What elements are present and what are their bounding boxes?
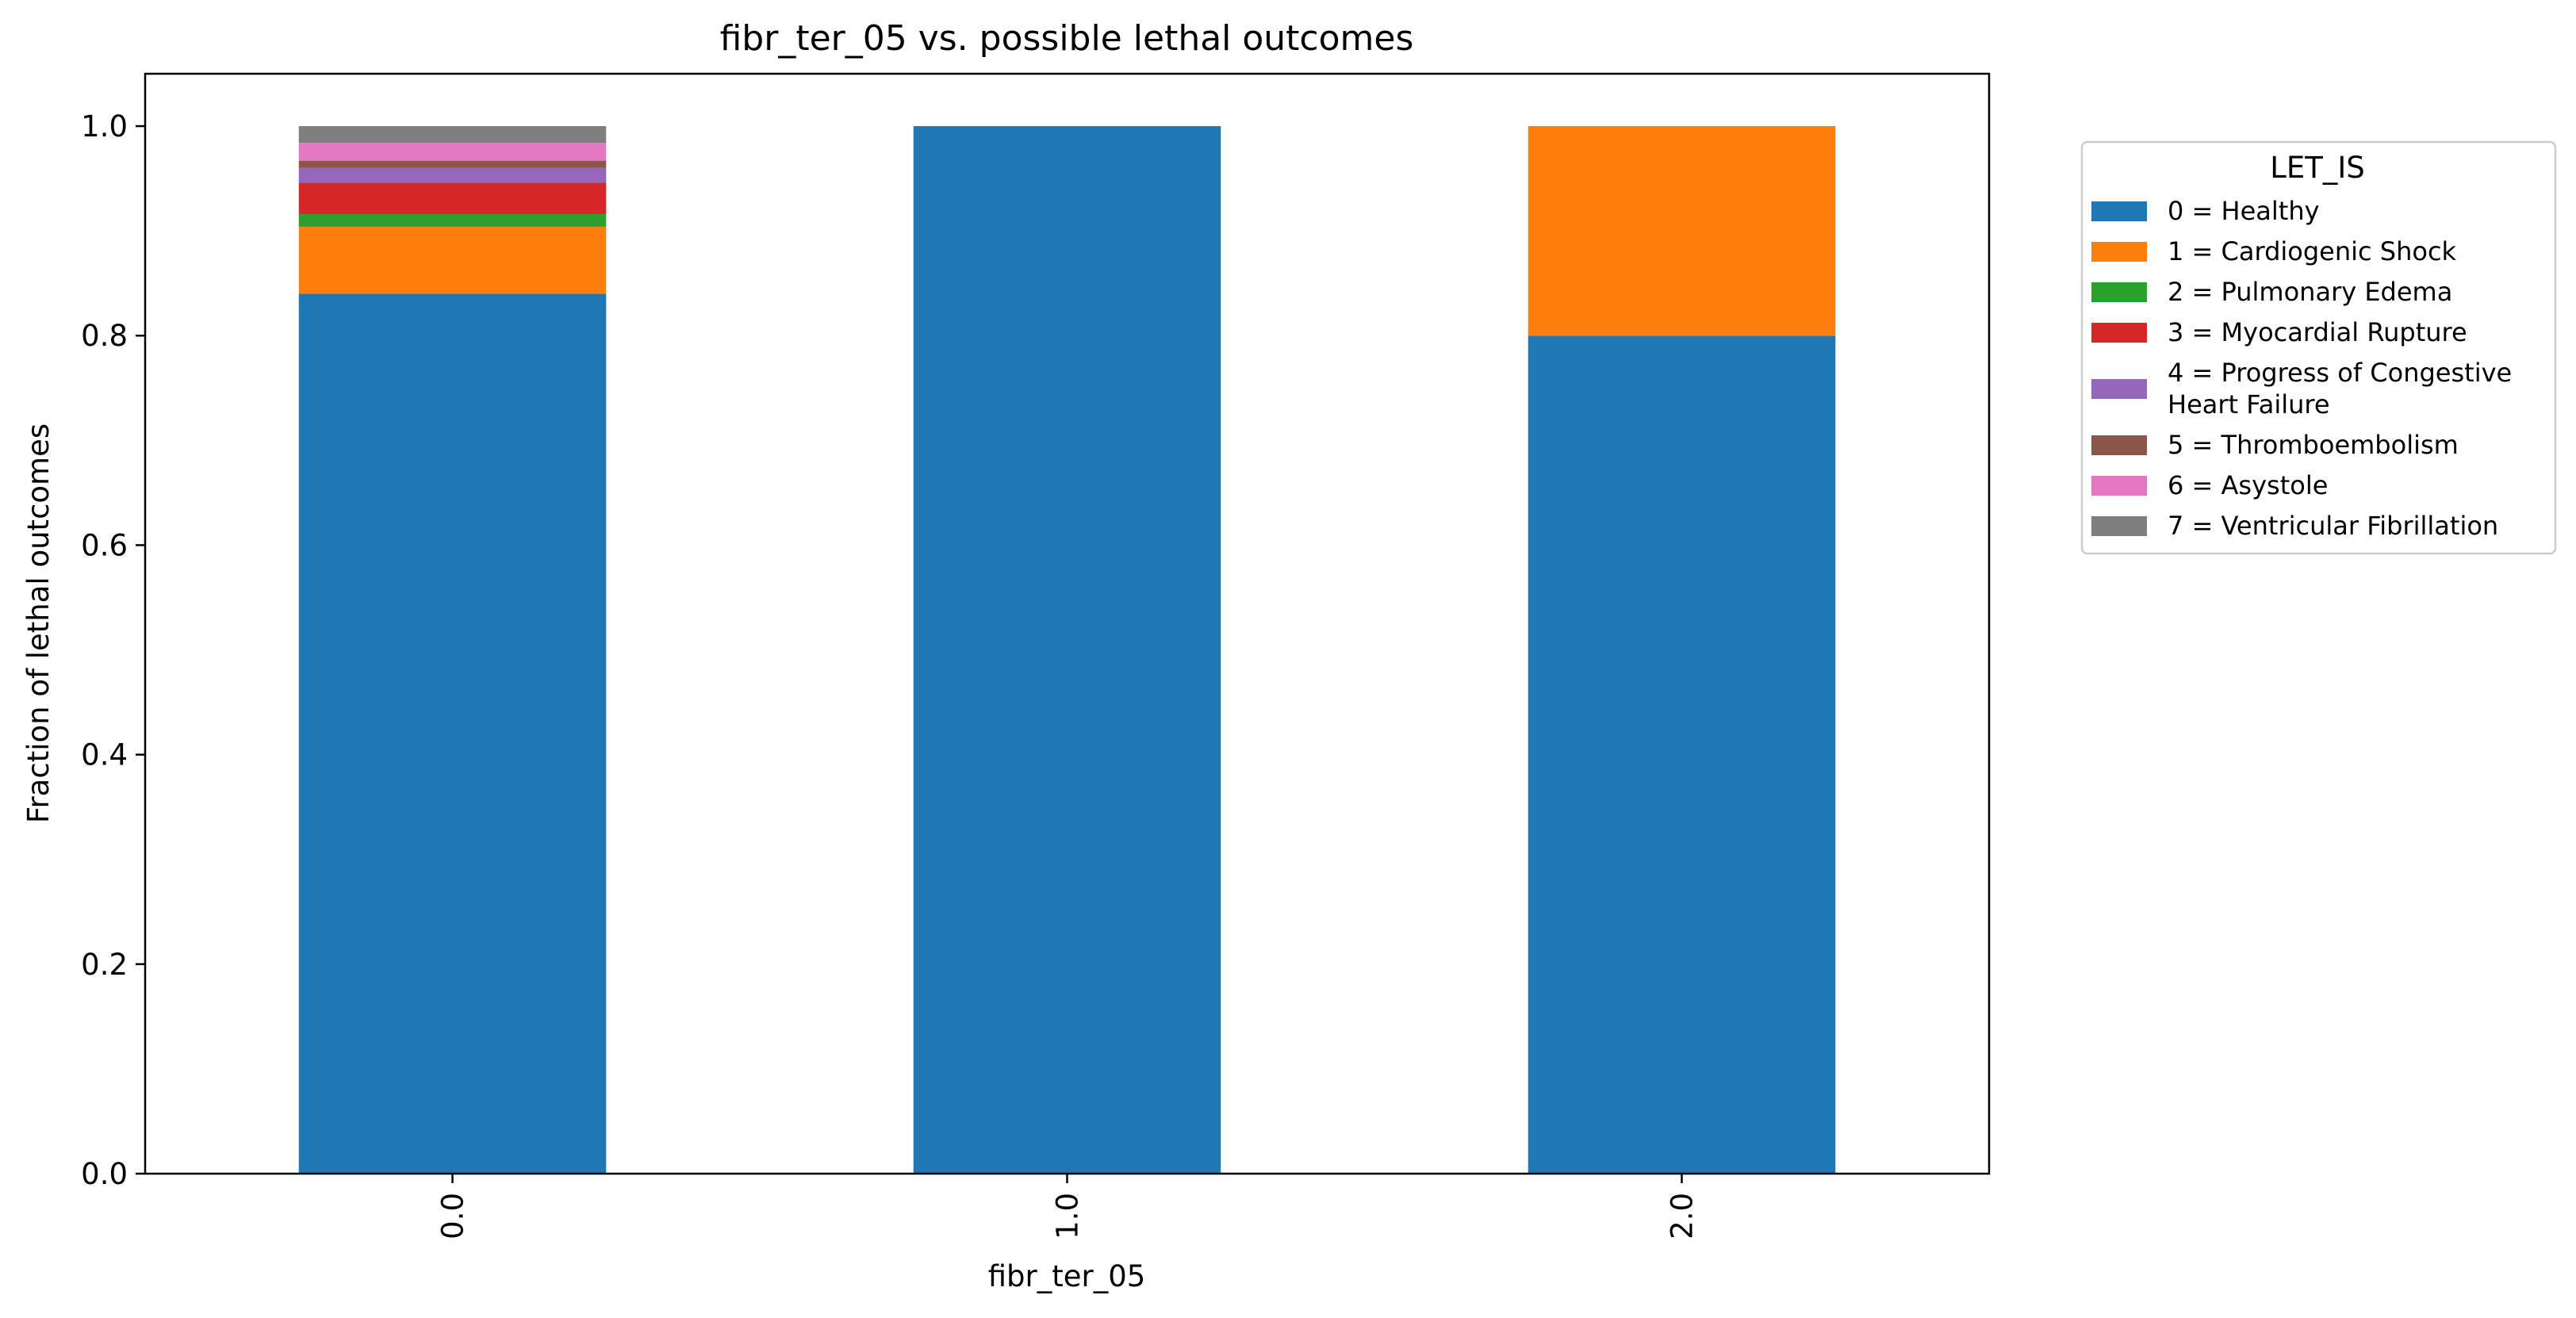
bars-group: [298, 126, 1836, 1174]
legend: LET_IS 0 = Healthy 1 = Cardiogenic Shock 2…: [2080, 140, 2557, 555]
y-axis-label: Fraction of lethal outcomes: [21, 423, 56, 823]
bar-segment-2.0-series-0: [1528, 335, 1836, 1174]
bar-segment-0.0-series-6: [298, 143, 607, 161]
bar-segment-0.0-series-3: [298, 182, 607, 215]
legend-title: LET_IS: [2270, 151, 2365, 185]
y-tick-label: 0.2: [81, 948, 128, 982]
legend-items: 0 = Healthy 1 = Cardiogenic Shock 2 = Pulm…: [2091, 196, 2512, 541]
bar-segment-0.0-series-0: [298, 293, 607, 1174]
legend-label-7: 7 = Ventricular Fibrillation: [2168, 511, 2498, 541]
bar-segment-0.0-series-5: [298, 160, 607, 168]
legend-swatch-2: [2091, 282, 2147, 302]
x-axis: 0.0 1.0 2.0: [436, 1174, 1700, 1239]
legend-label-6: 6 = Asystole: [2168, 470, 2328, 500]
legend-label-4: 4 = Progress of Congestive Heart Failure: [2168, 358, 2512, 420]
legend-label-2: 2 = Pulmonary Edema: [2168, 277, 2452, 307]
legend-swatch-6: [2091, 476, 2147, 496]
legend-swatch-1: [2091, 242, 2147, 262]
y-tick-label: 1.0: [81, 109, 128, 144]
y-axis: 0.0 0.2 0.4 0.6 0.8 1.0: [81, 109, 145, 1191]
bar-segment-1.0-series-0: [913, 126, 1221, 1174]
legend-swatch-0: [2091, 201, 2147, 221]
y-tick-label: 0.4: [81, 738, 128, 772]
legend-swatch-3: [2091, 323, 2147, 343]
bar-segment-0.0-series-7: [298, 126, 607, 144]
x-tick-label: 0.0: [436, 1193, 470, 1239]
x-axis-label: fibr_ter_05: [988, 1259, 1146, 1293]
legend-label-0: 0 = Healthy: [2168, 196, 2320, 226]
y-tick-label: 0.8: [81, 319, 128, 353]
bar-segment-0.0-series-2: [298, 214, 607, 227]
chart-title: fibr_ter_05 vs. possible lethal outcomes: [720, 18, 1414, 59]
x-tick-label: 2.0: [1666, 1193, 1700, 1239]
y-tick-label: 0.0: [81, 1157, 128, 1191]
legend-swatch-5: [2091, 435, 2147, 455]
legend-frame: [2080, 140, 2557, 555]
x-tick-label: 1.0: [1051, 1193, 1085, 1239]
legend-label-1: 1 = Cardiogenic Shock: [2168, 236, 2457, 266]
y-tick-label: 0.6: [81, 528, 128, 562]
bar-segment-2.0-series-1: [1528, 126, 1836, 336]
bar-segment-0.0-series-4: [298, 167, 607, 183]
legend-swatch-7: [2091, 516, 2147, 536]
legend-swatch-4: [2091, 379, 2147, 399]
legend-label-3: 3 = Myocardial Rupture: [2168, 317, 2467, 347]
legend-label-5: 5 = Thromboembolism: [2168, 430, 2459, 460]
bar-segment-0.0-series-1: [298, 226, 607, 294]
